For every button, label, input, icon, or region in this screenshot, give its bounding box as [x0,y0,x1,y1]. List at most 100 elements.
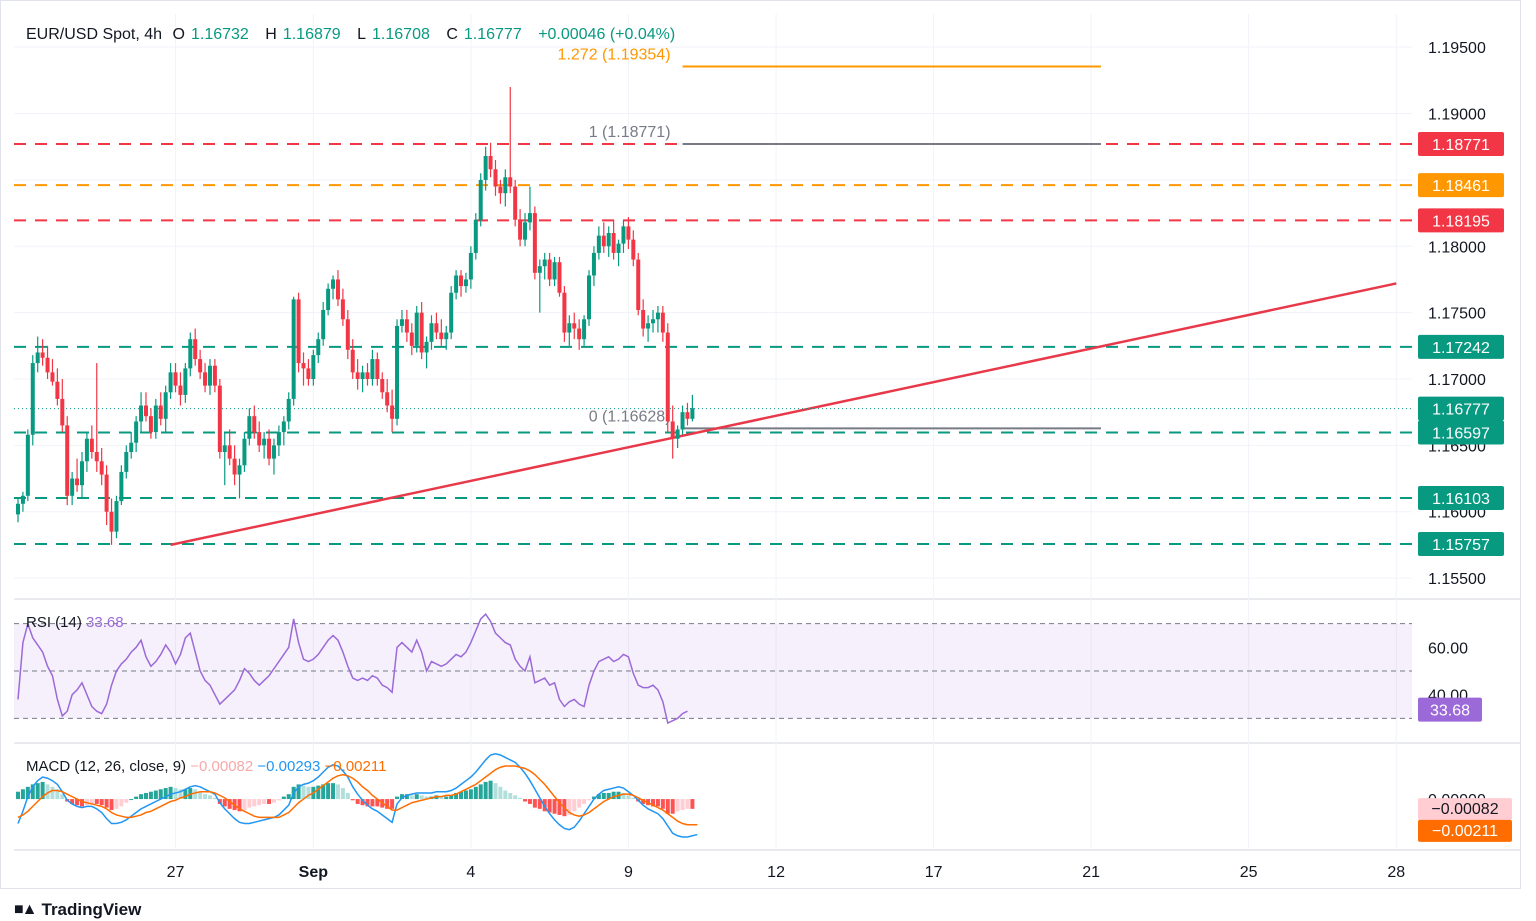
candle-body [675,429,680,439]
macd-hist-bar [35,783,40,800]
candle-body [532,213,537,273]
macd-hist-bar [449,795,454,800]
macd-hist-bar [537,799,542,809]
candle-body [321,309,326,340]
macd-hist-bar [670,799,675,814]
candle-body [444,332,449,340]
candle-body [193,339,198,360]
candle-body [109,511,114,532]
ascending-trendline [170,282,1397,547]
candle-body [326,288,331,310]
candle-body [104,474,109,512]
rsi-label[interactable]: RSI (14) 33.68 [26,614,124,631]
candle-body [60,398,65,426]
macd-hist-bar [414,794,419,800]
macd-hist-bar [631,797,636,800]
macd-line [17,753,698,838]
rsi-badge [1418,697,1482,722]
macd-hist-bar [483,781,488,800]
macd-hist-bar [335,784,340,800]
level-badge [1418,420,1504,445]
candle-body [20,495,25,504]
candle-body [84,438,89,462]
candle-body [454,275,459,293]
macd-hist-bar [222,799,227,807]
macd-hist-bar [493,783,498,800]
price-tick-label: 1.19000 [1428,107,1486,124]
macd-hist-badge [1418,798,1512,821]
macd-hist-bar [198,791,203,800]
candle-body [178,385,183,395]
macd-hist-bar [296,784,301,800]
candle-body [183,368,188,395]
level-badge [1418,208,1504,233]
macd-hist-bar [207,795,212,800]
candle-body [222,445,227,452]
candle-body [498,186,503,194]
macd-hist-bar [286,794,291,800]
candle-body [660,312,665,333]
time-tick-label: 27 [167,864,185,881]
current-price-label: 1.16777 [1432,402,1490,419]
fib-label: 0 (1.16628) [589,408,671,425]
candle-body [665,332,670,422]
candle-body [203,372,208,386]
candle-body [163,392,168,419]
macd-hist-bar [252,799,257,807]
macd-signal-badge-label: −0.00211 [1432,823,1498,840]
macd-signal-badge [1418,819,1512,842]
candle-body [75,478,80,486]
macd-label[interactable]: MACD (12, 26, close, 9) −0.00082 −0.0029… [26,758,387,775]
candle-body [508,177,513,187]
macd-hist-bar [508,792,513,800]
macd-hist-bar [16,791,20,800]
macd-hist-bar [129,799,134,801]
macd-hist-bar [596,794,601,800]
rsi-badge-label: 33.68 [1430,703,1470,720]
high-value: H 1.16879 [265,26,341,43]
macd-hist-bar [60,794,65,800]
candle-body [370,359,375,379]
candle-body [232,458,237,475]
macd-hist-bar [523,799,528,802]
macd-hist-bar [203,794,208,800]
candle-body [488,156,493,170]
low-value: L 1.16708 [357,26,430,43]
candle-body [449,292,454,333]
candle-body [252,416,257,433]
level-badge-label: 1.16103 [1432,491,1490,508]
macd-hist-bar [281,796,286,800]
candle-body [45,357,50,373]
level-badge-label: 1.18461 [1432,178,1490,195]
macd-hist-bar [641,799,646,804]
macd-hist-bar [99,799,104,806]
macd-hist-bar [621,792,626,800]
candle-body [582,319,587,340]
candle-body [365,372,370,379]
macd-hist-bar [675,799,680,812]
macd-hist-bar [488,780,493,800]
candle-body [65,425,70,496]
macd-hist-bar [79,799,84,807]
candle-body [493,169,498,187]
candle-body [414,312,419,346]
macd-hist-bar [690,799,695,809]
candle-body [651,319,656,324]
macd-hist-bar [119,799,124,807]
candle-body [188,339,193,369]
macd-hist-bar [498,786,503,800]
time-tick-label: 4 [466,864,475,881]
candle-body [79,461,84,486]
candle-body [148,416,153,433]
candle-body [380,379,385,393]
candle-body [331,279,336,289]
macd-hist-bar [582,799,587,804]
candle-body [621,226,626,244]
candle-body [434,323,439,333]
candle-body [424,341,429,353]
close-value: C 1.16777 [446,26,522,43]
macd-hist-bar [532,799,537,808]
macd-hist-bar [611,791,616,800]
candle-body [168,372,173,393]
